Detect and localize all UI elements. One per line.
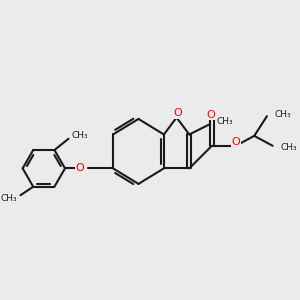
- Text: CH₃: CH₃: [280, 143, 297, 152]
- Text: O: O: [232, 136, 240, 146]
- Text: CH₃: CH₃: [72, 131, 88, 140]
- Text: O: O: [206, 110, 215, 120]
- Text: CH₃: CH₃: [216, 117, 233, 126]
- Text: O: O: [76, 164, 84, 173]
- Text: O: O: [174, 108, 182, 118]
- Text: CH₃: CH₃: [1, 194, 17, 202]
- Text: CH₃: CH₃: [275, 110, 292, 119]
